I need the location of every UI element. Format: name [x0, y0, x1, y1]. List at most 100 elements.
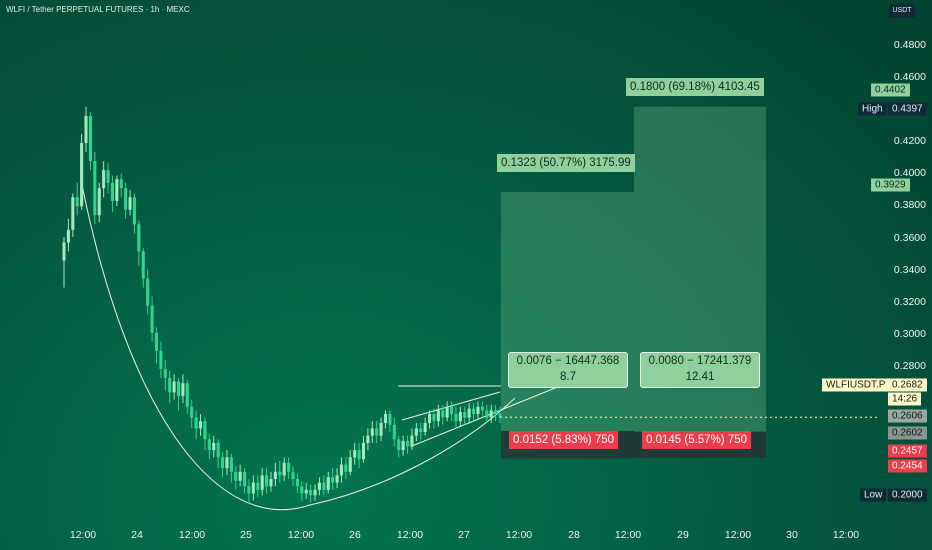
candle-body: [243, 471, 247, 487]
candle-body: [410, 435, 414, 447]
candle-body: [97, 188, 101, 216]
price-tag-entry-1: 0.2606: [888, 409, 927, 423]
x-tick-label: 28: [568, 529, 580, 541]
candle-body: [441, 410, 445, 418]
candle-body: [221, 457, 225, 469]
y-tick-label: 0.2800: [893, 360, 926, 372]
candle-body: [93, 161, 97, 216]
candle-body: [458, 412, 462, 422]
candle-body: [317, 482, 321, 490]
candle-body: [265, 475, 269, 487]
x-tick-label: 12:00: [614, 529, 642, 541]
x-tick-label: 25: [240, 529, 252, 541]
candle-body: [313, 489, 317, 496]
position-1-entry-line2: 8.7: [560, 371, 576, 383]
position-2-entry-line2: 12.41: [685, 371, 715, 383]
candle-body: [163, 368, 167, 378]
candle-body: [84, 115, 88, 144]
x-tick-label: 12:00: [724, 529, 752, 541]
candle-body: [379, 423, 383, 436]
candle-body: [190, 406, 194, 418]
candle-body: [62, 242, 66, 261]
candle-body: [119, 179, 123, 189]
x-tick-label: 12:00: [832, 529, 860, 541]
x-tick-label: 26: [349, 529, 361, 541]
candle-body: [159, 350, 163, 369]
price-tag-stop-2: 0.2457: [888, 444, 927, 458]
candle-body: [467, 408, 471, 418]
candle-body: [454, 413, 458, 422]
candle-body: [269, 479, 273, 487]
candle-body: [287, 462, 291, 472]
candle-body: [383, 413, 388, 424]
candle-body: [300, 486, 304, 494]
candle-body: [291, 471, 295, 480]
candle-body: [225, 457, 229, 469]
candle-body: [234, 471, 238, 481]
y-tick-label: 0.3200: [893, 296, 926, 308]
candle-body: [168, 377, 172, 393]
position-2-stop-label[interactable]: 0.0145 (5.57%) 750: [642, 431, 752, 449]
candle-body: [414, 428, 418, 436]
candle-body: [212, 442, 216, 451]
y-tick-label: 0.4000: [893, 167, 926, 179]
candle-body: [194, 417, 198, 429]
candle-body: [132, 197, 137, 225]
candle-body: [128, 197, 132, 210]
currency-badge[interactable]: USDT: [889, 4, 915, 18]
candle-body: [229, 457, 233, 472]
position-1-stop-label[interactable]: 0.0152 (5.83%) 750: [509, 431, 619, 449]
position-1-target-label[interactable]: 0.1323 (50.77%) 3175.99: [497, 154, 635, 172]
candle-body: [419, 428, 423, 433]
candle-body: [353, 450, 357, 458]
x-tick-label: 12:00: [396, 529, 424, 541]
low-label: Low: [860, 488, 887, 502]
candle-body: [476, 406, 480, 414]
candle-body: [405, 441, 410, 447]
last-price-tag: 0.2682: [888, 378, 927, 392]
x-tick-label: 12:00: [69, 529, 97, 541]
position-1-profit-zone: [501, 192, 634, 431]
candle-body: [348, 457, 352, 472]
candle-body: [432, 413, 436, 422]
candle-body: [392, 424, 396, 440]
candle-body: [273, 471, 277, 480]
position-1-entry-label[interactable]: 0.0076 − 16447.368 8.7: [508, 352, 628, 388]
candle-body: [480, 406, 484, 411]
candle-body: [485, 410, 489, 418]
candle-body: [207, 439, 211, 451]
candle-body: [185, 383, 189, 407]
price-tag-stop-1: 0.2454: [888, 459, 927, 473]
candle-body: [295, 479, 299, 487]
candle-body: [436, 410, 440, 422]
position-2-entry-label[interactable]: 0.0080 − 17241.379 12.41: [640, 352, 760, 388]
candle-body: [172, 381, 176, 393]
x-tick-label: 24: [131, 529, 143, 541]
candle-body: [326, 477, 330, 490]
x-tick-label: 30: [786, 529, 798, 541]
candle-body: [335, 475, 339, 483]
rounded-bottom-curve: [81, 184, 516, 511]
position-2-target-label[interactable]: 0.1800 (69.18%) 4103.45: [626, 78, 764, 96]
x-tick-label: 12:00: [178, 529, 206, 541]
y-tick-label: 0.4600: [893, 71, 926, 83]
candle-body: [322, 482, 326, 490]
candle-body: [397, 439, 401, 451]
candle-body: [498, 413, 502, 418]
candle-body: [141, 251, 145, 279]
candle-body: [472, 408, 476, 414]
y-tick-label: 0.3600: [893, 232, 926, 244]
candle-body: [370, 428, 374, 436]
candle-body: [401, 441, 405, 451]
candle-body: [203, 421, 207, 440]
candle-body: [251, 482, 255, 494]
candle-body: [309, 489, 313, 496]
candle-body: [247, 486, 251, 494]
candle-body: [124, 188, 128, 210]
price-tag-target-2: 0.4402: [871, 83, 910, 97]
y-tick-label: 0.4200: [893, 135, 926, 147]
candle-body: [445, 406, 449, 418]
x-tick-label: 12:00: [505, 529, 533, 541]
